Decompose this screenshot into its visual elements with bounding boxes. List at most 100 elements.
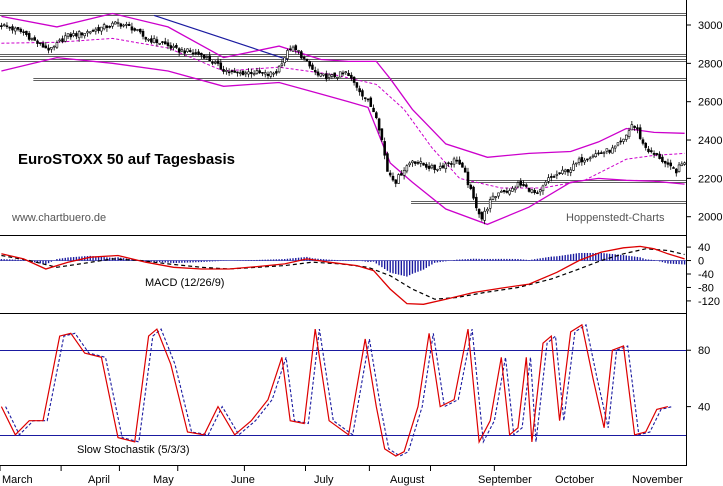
- chart-title: EuroSTOXX 50 auf Tagesbasis: [18, 151, 235, 168]
- candle-body: [344, 71, 348, 73]
- candle-body: [216, 60, 220, 64]
- price-tick-label: 2600: [698, 97, 722, 109]
- month-label: March: [2, 474, 33, 486]
- candle-body: [105, 25, 109, 28]
- candle-body: [200, 52, 203, 56]
- candle-body: [47, 47, 50, 51]
- candle-body: [677, 164, 681, 172]
- candle-body: [58, 39, 61, 42]
- candle-body: [241, 70, 245, 76]
- candle-body: [14, 27, 17, 32]
- candle-body: [411, 160, 414, 164]
- candle-body: [502, 190, 506, 192]
- candle-body: [583, 159, 586, 163]
- candle-body: [172, 45, 175, 48]
- candle-body: [388, 172, 392, 176]
- candle-body: [430, 164, 434, 169]
- candle-body: [22, 31, 25, 33]
- macd-label: MACD (12/26/9): [145, 277, 224, 289]
- candle-body: [336, 76, 339, 79]
- candle-body: [102, 24, 106, 30]
- candle-body: [119, 23, 123, 27]
- candle-body: [272, 72, 275, 75]
- candle-body: [80, 32, 84, 36]
- candle-body: [333, 72, 336, 78]
- candle-body: [552, 176, 556, 178]
- candle-body: [122, 24, 125, 27]
- candle-body: [11, 26, 14, 31]
- candle-body: [177, 48, 181, 53]
- candle-body: [394, 179, 398, 184]
- candle-body: [575, 162, 578, 165]
- candle-body: [572, 163, 575, 171]
- candle-body: [97, 27, 100, 32]
- month-label: June: [231, 474, 255, 486]
- stochastic-tick-label: 40: [698, 402, 710, 414]
- candle-body: [377, 118, 381, 131]
- candle-body: [358, 88, 361, 93]
- candle-body: [450, 163, 453, 165]
- candle-body: [383, 141, 386, 156]
- candle-body: [658, 153, 661, 159]
- candle-body: [113, 21, 117, 25]
- price-tick-label: 2800: [698, 58, 722, 70]
- candle-body: [577, 158, 581, 163]
- month-label: April: [88, 474, 110, 486]
- candle-body: [330, 74, 334, 77]
- candle-body: [422, 162, 425, 166]
- month-label: September: [478, 474, 532, 486]
- candle-body: [633, 125, 636, 128]
- candle-body: [136, 29, 139, 31]
- candle-body: [469, 184, 473, 189]
- candle-body: [133, 28, 136, 31]
- stochastic-reference-lines: [0, 350, 686, 436]
- candle-body: [202, 54, 206, 59]
- candle-body: [405, 165, 409, 172]
- candle-body: [611, 147, 614, 154]
- candle-body: [25, 30, 28, 35]
- trend-line: [153, 14, 288, 61]
- price-axis: 2000 2200 2400 2600 2800 3000: [686, 20, 722, 224]
- candle-body: [516, 182, 520, 188]
- candle-body: [44, 45, 48, 49]
- candle-body: [513, 187, 517, 191]
- candle-body: [152, 38, 156, 43]
- candle-body: [630, 124, 634, 131]
- candle-body: [275, 71, 278, 74]
- candle-body: [477, 208, 481, 215]
- candle-body: [452, 158, 456, 165]
- candle-body: [413, 161, 417, 164]
- candle-body: [66, 33, 70, 37]
- candle-body: [27, 33, 31, 40]
- candle-body: [327, 74, 331, 78]
- price-panel: 2000 2200 2400 2600 2800 3000 EuroSTOXX 50 au…: [0, 12, 722, 226]
- macd-panel: 40 0-40-80 -120 MACD (12/26/9): [0, 242, 720, 308]
- candle-body: [111, 22, 114, 27]
- candle-body: [400, 173, 403, 176]
- candle-body: [208, 55, 211, 62]
- candle-body: [91, 30, 95, 32]
- candle-body: [41, 43, 45, 48]
- candle-body: [288, 48, 292, 51]
- candle-body: [158, 42, 161, 45]
- candle-body: [441, 165, 445, 168]
- candle-body: [463, 167, 467, 173]
- price-tick-label: 2000: [698, 212, 722, 224]
- candle-body: [355, 82, 359, 88]
- candle-body: [391, 175, 395, 181]
- candle-body: [180, 49, 184, 52]
- candle-body: [602, 151, 606, 154]
- candle-body: [363, 97, 367, 99]
- candle-body: [672, 167, 675, 169]
- candle-body: [644, 142, 648, 148]
- candle-body: [322, 73, 325, 76]
- candle-body: [550, 176, 553, 178]
- candle-body: [488, 199, 492, 209]
- candle-body: [252, 73, 256, 76]
- candle-body: [50, 47, 53, 50]
- candle-body: [486, 208, 489, 212]
- candle-body: [541, 185, 545, 192]
- candle-body: [536, 192, 539, 194]
- candle-body: [613, 145, 617, 149]
